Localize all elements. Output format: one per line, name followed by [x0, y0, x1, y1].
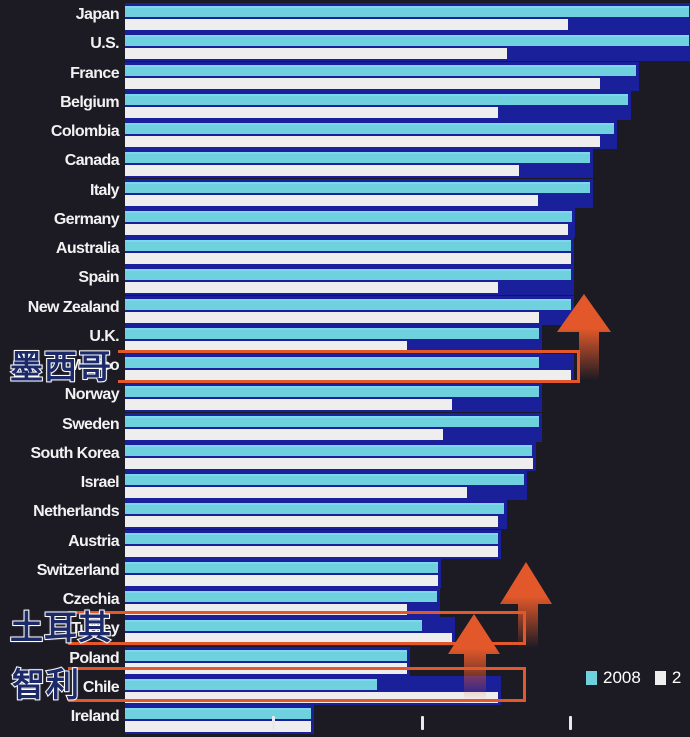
bar-latest	[125, 165, 519, 177]
bar-2008	[125, 415, 540, 427]
bar-latest	[125, 604, 408, 615]
category-label: Canada	[64, 152, 120, 170]
bar-2008	[125, 444, 532, 456]
bar-latest	[125, 721, 311, 732]
bar-latest	[125, 340, 408, 352]
legend-swatch-2008	[586, 671, 597, 685]
category-label: France	[70, 64, 119, 82]
bar-2008	[125, 591, 437, 602]
category-label: Germany	[53, 210, 120, 228]
bar-2008	[125, 181, 590, 193]
category-label: Sweden	[62, 415, 119, 433]
legend-swatch-latest	[654, 671, 666, 685]
bar-latest	[125, 48, 507, 60]
bar-latest	[125, 633, 452, 645]
category-label: Czechia	[62, 591, 120, 608]
bar-latest	[125, 311, 540, 323]
bar-latest	[125, 457, 534, 469]
bar-2008	[125, 649, 408, 661]
bar-2008	[125, 532, 498, 544]
bar-2008	[125, 298, 571, 310]
bar-latest	[125, 487, 467, 498]
category-label: Turkey	[71, 620, 119, 638]
bar-latest	[125, 77, 601, 89]
bar-latest	[125, 370, 571, 381]
chart-legend: 2008 2	[586, 668, 681, 688]
bar-2008	[125, 357, 540, 368]
bar-2008	[125, 6, 690, 17]
category-label: Australia	[55, 240, 120, 257]
category-label: Poland	[69, 649, 119, 667]
bar-2008	[125, 210, 572, 222]
category-label: U.S.	[90, 35, 119, 53]
category-label: Colombia	[50, 123, 120, 140]
bar-latest	[125, 19, 568, 30]
x-axis-tick	[272, 716, 275, 730]
bar-2008	[125, 620, 422, 632]
category-label: Switzerland	[36, 561, 120, 579]
category-label: Norway	[64, 386, 120, 404]
category-label: Mexico	[68, 357, 119, 374]
bar-latest	[125, 545, 498, 557]
category-label: Austria	[68, 532, 120, 550]
chile-highlight-box	[68, 667, 526, 702]
bar-2008	[125, 678, 378, 690]
category-label: South Korea	[30, 444, 119, 462]
bar-2008	[125, 93, 629, 105]
category-label: Ireland	[70, 708, 120, 725]
chile-annotation-label: 智利	[11, 664, 80, 705]
x-axis-tick	[569, 716, 572, 730]
bar-latest	[125, 574, 439, 586]
bar-2008	[125, 474, 525, 485]
category-label: Japan	[75, 6, 120, 23]
bar-2008	[125, 35, 690, 47]
category-label: Italy	[89, 181, 120, 199]
bar-latest	[125, 399, 452, 411]
bar-2008	[125, 152, 590, 164]
category-label: Spain	[78, 269, 119, 287]
mexico-annotation-label: 墨西哥	[9, 346, 112, 387]
mexico-highlight-box	[118, 350, 580, 383]
mexico-up-arrow-icon	[557, 294, 611, 380]
bar-2008	[125, 327, 540, 339]
bar-latest	[125, 223, 568, 235]
bar-2008	[125, 123, 614, 134]
bar-latest	[125, 282, 498, 294]
bar-latest	[125, 691, 498, 703]
bar-2008	[125, 64, 636, 76]
bar-2008	[125, 269, 571, 281]
bar-latest	[125, 106, 498, 118]
bar-latest	[125, 428, 443, 440]
category-label: Chile	[82, 678, 120, 696]
bar-2008	[125, 386, 540, 398]
bar-latest	[125, 253, 571, 264]
chile-up-arrow-icon	[448, 614, 500, 700]
bar-2008	[125, 561, 439, 573]
turkey-up-arrow-icon	[500, 562, 552, 648]
bar-latest	[125, 136, 601, 147]
bar-2008	[125, 708, 311, 719]
x-axis-tick	[421, 716, 424, 730]
legend-label-latest: 2	[671, 668, 682, 687]
category-label: Netherlands	[33, 503, 119, 521]
bar-2008	[125, 503, 504, 515]
bar-latest	[125, 516, 498, 528]
category-label: U.K.	[89, 327, 119, 345]
bar-latest	[125, 194, 538, 206]
category-label: Israel	[80, 474, 120, 491]
bar-2008	[125, 240, 571, 251]
category-label: Belgium	[60, 93, 120, 111]
category-label: New Zealand	[27, 298, 120, 316]
legend-label-2008: 2008	[603, 668, 641, 687]
turkey-annotation-label: 土耳其	[9, 607, 112, 648]
